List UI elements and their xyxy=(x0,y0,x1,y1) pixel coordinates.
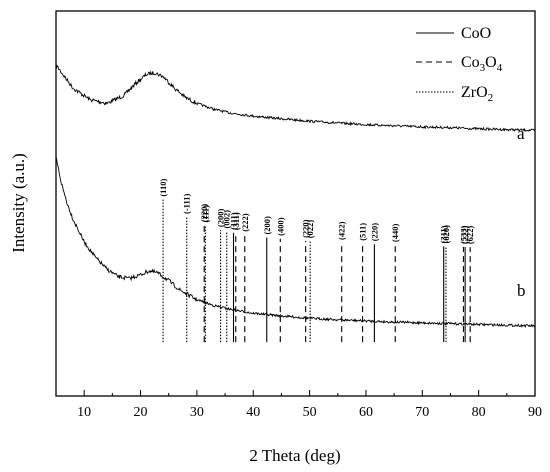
peak-label-1: (-111) xyxy=(182,194,192,214)
peak-label-3: (111) xyxy=(200,205,210,223)
x-tick-label-7: 80 xyxy=(472,405,486,420)
curve-label-b: b xyxy=(517,281,526,300)
peak-label-21: (622) xyxy=(465,226,475,245)
x-tick-label-3: 40 xyxy=(246,405,260,420)
peak-labels: (110)(-111) (220)(111) (200)(002)(111)(311… xyxy=(158,179,475,245)
x-tick-label-8: 90 xyxy=(528,405,542,420)
peak-label-9: (200) xyxy=(262,216,272,235)
legend-label-co3o4: Co3O4 xyxy=(461,54,503,74)
curve-label-a: a xyxy=(517,124,525,143)
x-tick-label-4: 50 xyxy=(303,405,317,420)
x-ticks: 10 20 30 40 50 60 70 80 90 xyxy=(77,390,542,420)
x-axis-title: 2 Theta (deg) xyxy=(249,446,340,465)
series-curve-a xyxy=(55,62,536,133)
plot-frame xyxy=(55,10,536,397)
x-tick-label-1: 20 xyxy=(134,405,148,420)
legend-label-coo: CoO xyxy=(461,25,491,42)
peak-label-13: (422) xyxy=(337,221,347,240)
peak-label-2: (220) xyxy=(199,204,209,223)
peak-label-5: (002) xyxy=(222,210,232,229)
peak-label-19: (533) xyxy=(458,225,468,244)
x-tick-label-0: 10 xyxy=(77,405,91,420)
curves xyxy=(55,62,536,329)
peak-label-8: (222) xyxy=(240,213,250,232)
peak-label-7: (311) xyxy=(231,212,241,230)
legend: CoO Co3O4 ZrO2 xyxy=(416,25,503,104)
peak-label-15: (220) xyxy=(369,223,379,242)
peak-label-6: (111) xyxy=(229,212,239,230)
x-tick-label-5: 60 xyxy=(359,405,373,420)
legend-label-zro2: ZrO2 xyxy=(461,84,493,104)
reference-lines xyxy=(162,199,471,343)
peak-label-10: (400) xyxy=(275,217,285,236)
peak-label-16: (440) xyxy=(390,224,400,243)
peak-label-14: (511) xyxy=(358,223,368,241)
x-tick-label-2: 30 xyxy=(190,405,204,420)
peak-label-0: (110) xyxy=(158,179,168,197)
peak-label-20: (222) xyxy=(460,225,470,244)
peak-label-11: (220) xyxy=(301,219,311,238)
peak-label-18: (620) xyxy=(441,225,451,244)
peak-label-4: (200) xyxy=(216,208,226,227)
peak-label-17: (311) xyxy=(439,225,449,243)
series-curve-b xyxy=(55,156,536,329)
y-axis-title: Intensity (a.u.) xyxy=(9,153,28,253)
x-tick-label-6: 70 xyxy=(415,405,429,420)
peak-label-12: (022) xyxy=(305,220,315,239)
